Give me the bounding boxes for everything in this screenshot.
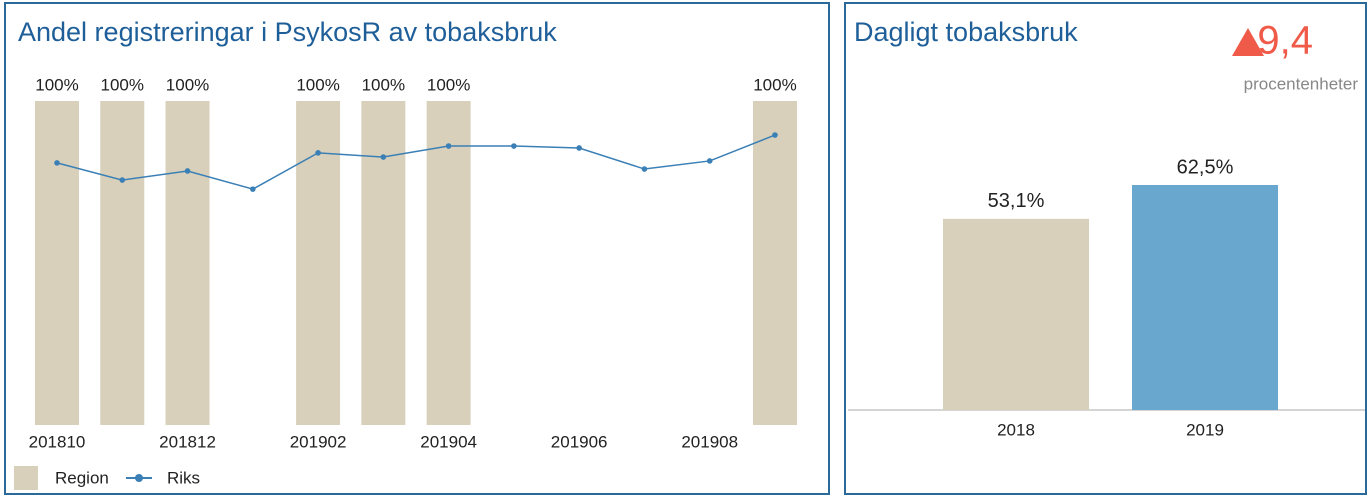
x-tick-label: 201810 xyxy=(29,432,86,451)
change-value: 9,4 xyxy=(1257,19,1313,63)
bar xyxy=(100,101,145,425)
line xyxy=(56,134,776,190)
marker xyxy=(315,150,321,156)
bar xyxy=(361,101,406,425)
bar xyxy=(752,101,797,425)
marker xyxy=(576,145,582,151)
data-label: 100% xyxy=(101,75,144,94)
data-label: 100% xyxy=(427,75,470,94)
data-label: 100% xyxy=(753,75,796,94)
marker xyxy=(380,154,387,160)
bar xyxy=(1132,185,1278,410)
x-tick-label: 2019 xyxy=(1186,420,1224,439)
legend-swatch xyxy=(14,466,38,490)
marker xyxy=(772,132,778,138)
data-label: 100% xyxy=(35,75,78,94)
change-unit: procentenheter xyxy=(1244,74,1359,93)
marker xyxy=(511,143,517,149)
x-tick-label: 201902 xyxy=(290,432,347,451)
marker xyxy=(706,158,713,164)
panel xyxy=(844,2,1367,495)
panel xyxy=(4,2,830,495)
x-tick-label: 201904 xyxy=(420,432,477,451)
data-label: 62,5% xyxy=(1177,156,1234,178)
chart-title: Andel registreringar i PsykosR av tobaks… xyxy=(18,17,557,47)
legend-label: Riks xyxy=(167,468,200,487)
data-label: 100% xyxy=(362,75,405,94)
marker xyxy=(250,186,256,192)
data-label: 100% xyxy=(296,75,339,94)
marker xyxy=(641,166,648,172)
x-tick-label: 201812 xyxy=(159,432,216,451)
marker xyxy=(184,168,191,174)
x-tick-label: 2018 xyxy=(997,420,1035,439)
legend-label: Region xyxy=(55,468,109,487)
bar xyxy=(165,101,210,425)
legend-marker xyxy=(135,474,143,482)
marker xyxy=(119,177,126,183)
up-arrow xyxy=(1232,28,1264,56)
bar xyxy=(943,218,1089,410)
marker xyxy=(54,160,60,166)
data-label: 53,1% xyxy=(988,190,1045,212)
data-label: 100% xyxy=(166,75,209,94)
x-tick-label: 201906 xyxy=(551,432,608,451)
bar xyxy=(296,101,341,425)
chart-title: Dagligt tobaksbruk xyxy=(854,17,1078,47)
marker xyxy=(445,143,452,149)
bar xyxy=(426,101,471,425)
x-tick-label: 201908 xyxy=(681,432,738,451)
bar xyxy=(35,101,79,425)
